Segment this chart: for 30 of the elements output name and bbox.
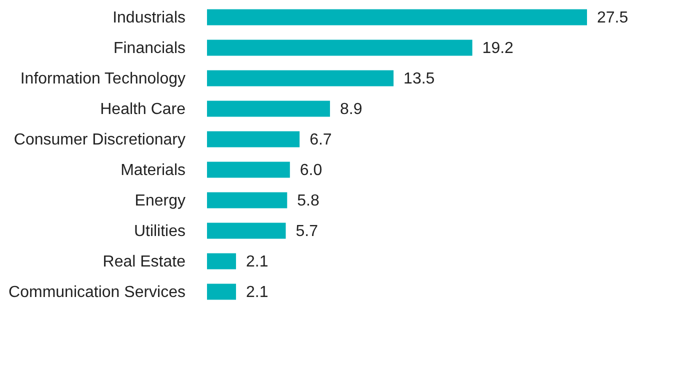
y-tick-label: Health Care xyxy=(100,100,186,118)
bar xyxy=(207,222,286,239)
bar xyxy=(207,253,236,270)
y-tick-label: Information Technology xyxy=(20,70,186,88)
y-tick-label: Industrials xyxy=(112,9,186,26)
data-label: 13.5 xyxy=(404,70,435,88)
bar xyxy=(207,192,288,208)
bar xyxy=(207,162,290,178)
bar xyxy=(207,284,236,300)
data-label: 6.0 xyxy=(300,162,322,179)
y-tick-label: Communication Services xyxy=(8,284,186,301)
bar xyxy=(207,9,587,26)
data-label: 6.7 xyxy=(310,131,332,148)
data-label: 5.7 xyxy=(296,222,318,240)
y-tick-label: Utilities xyxy=(134,222,186,240)
y-tick-label: Consumer Discretionary xyxy=(14,131,186,148)
data-label: 27.5 xyxy=(597,9,628,26)
data-label: 2.1 xyxy=(246,253,268,270)
data-label: 19.2 xyxy=(482,40,514,57)
y-tick-label: Materials xyxy=(120,162,186,179)
data-label: 5.8 xyxy=(297,192,320,210)
y-tick-label: Real Estate xyxy=(102,253,186,270)
y-tick-label: Energy xyxy=(134,192,186,210)
bar xyxy=(207,70,394,86)
data-label: 2.1 xyxy=(246,284,268,301)
bar xyxy=(207,100,330,117)
bar xyxy=(207,131,300,148)
y-tick-label: Financials xyxy=(113,40,186,57)
bar xyxy=(207,40,472,56)
data-label: 8.9 xyxy=(340,100,362,118)
